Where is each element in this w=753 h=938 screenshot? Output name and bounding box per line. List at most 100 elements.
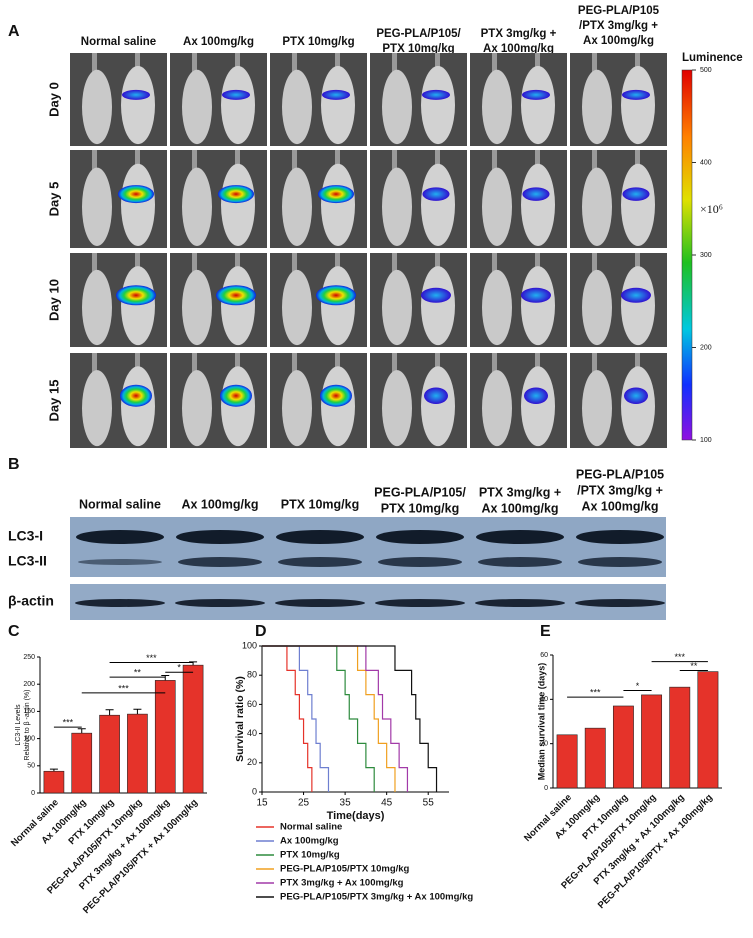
mouse bbox=[282, 167, 312, 247]
signal bbox=[524, 387, 548, 404]
mouse bbox=[521, 266, 555, 346]
x-tick-label: Normal saline bbox=[522, 792, 574, 844]
mouse bbox=[82, 370, 112, 447]
y-tick-label: 20 bbox=[247, 757, 257, 767]
holder bbox=[535, 53, 540, 78]
colorbar-tick-label: 300 bbox=[700, 252, 712, 259]
band bbox=[76, 530, 164, 544]
mouse bbox=[621, 266, 655, 346]
band bbox=[575, 599, 665, 607]
holder bbox=[635, 150, 640, 175]
signal bbox=[122, 89, 150, 100]
colorbar-tick-label: 100 bbox=[700, 437, 712, 444]
column-label: Normal saline bbox=[81, 36, 156, 48]
y-tick-label: 0 bbox=[31, 790, 35, 797]
band-label: LC3-II bbox=[8, 553, 47, 569]
mouse bbox=[382, 69, 412, 145]
error-bar bbox=[105, 709, 114, 716]
mouse bbox=[582, 167, 612, 247]
colorbar bbox=[681, 69, 693, 441]
survival-line bbox=[262, 645, 375, 792]
y-axis-label: Median survival time (days) bbox=[536, 663, 546, 781]
signal bbox=[521, 287, 551, 303]
signal bbox=[216, 285, 256, 306]
y-axis-label: Relative to β -actin (%) bbox=[24, 690, 31, 761]
y-tick-label: 60 bbox=[540, 652, 548, 659]
band bbox=[578, 557, 662, 567]
band bbox=[576, 530, 664, 544]
holder bbox=[392, 253, 397, 278]
panel-letter: A bbox=[8, 23, 20, 40]
column-label: Ax 100mg/kg bbox=[581, 499, 658, 513]
column-label: PEG-PLA/P105/ bbox=[374, 485, 466, 499]
mouse bbox=[621, 66, 655, 145]
mouse bbox=[482, 167, 512, 247]
holder bbox=[192, 150, 197, 175]
holder bbox=[535, 253, 540, 278]
holder bbox=[435, 53, 440, 78]
significance-label: * bbox=[177, 663, 181, 673]
blot bbox=[70, 584, 666, 620]
colorbar-label: Luminence bbox=[682, 52, 743, 64]
mouse bbox=[482, 370, 512, 447]
holder bbox=[392, 353, 397, 378]
holder bbox=[435, 353, 440, 378]
bar bbox=[43, 770, 65, 794]
signal bbox=[220, 384, 252, 407]
mouse bbox=[221, 163, 255, 247]
survival-line bbox=[262, 645, 438, 792]
band bbox=[478, 557, 562, 567]
mouse bbox=[521, 366, 555, 447]
holder bbox=[492, 253, 497, 278]
holder bbox=[592, 353, 597, 378]
signal bbox=[522, 187, 550, 201]
y-tick-label: 250 bbox=[23, 654, 35, 661]
band bbox=[276, 530, 364, 544]
signal bbox=[318, 185, 354, 204]
holder bbox=[335, 253, 340, 278]
holder bbox=[392, 53, 397, 78]
mouse bbox=[321, 163, 355, 247]
mouse bbox=[582, 370, 612, 447]
holder bbox=[92, 53, 97, 78]
holder bbox=[592, 150, 597, 175]
bar bbox=[584, 727, 606, 789]
holder bbox=[92, 353, 97, 378]
column-label: PTX 10mg/kg bbox=[382, 43, 454, 55]
survival-line bbox=[262, 645, 396, 792]
y-tick-label: 0 bbox=[544, 785, 548, 792]
signal bbox=[118, 185, 154, 204]
band bbox=[375, 599, 465, 607]
y-tick-label: 40 bbox=[247, 728, 257, 738]
signal bbox=[120, 384, 152, 407]
error-bar bbox=[49, 768, 58, 772]
signal bbox=[422, 89, 450, 100]
x-tick-label: Normal saline bbox=[9, 797, 61, 849]
holder bbox=[335, 150, 340, 175]
holder bbox=[335, 53, 340, 78]
holder bbox=[135, 353, 140, 378]
signal bbox=[322, 89, 350, 100]
column-label: /PTX 3mg/kg + bbox=[577, 483, 663, 497]
mouse bbox=[82, 69, 112, 145]
signal bbox=[116, 285, 156, 306]
mouse bbox=[182, 69, 212, 145]
signal bbox=[320, 384, 352, 407]
mouse bbox=[182, 370, 212, 447]
signal bbox=[622, 89, 650, 100]
x-tick-label: 35 bbox=[340, 798, 352, 809]
survival-line bbox=[262, 645, 313, 792]
column-label: PTX 10mg/kg bbox=[281, 497, 360, 511]
column-label: PTX 10mg/kg bbox=[282, 36, 354, 48]
mouse bbox=[82, 269, 112, 346]
legend-label: PTX 3mg/kg + Ax 100mg/kg bbox=[280, 878, 404, 889]
holder bbox=[235, 353, 240, 378]
bar bbox=[641, 694, 663, 789]
mouse bbox=[482, 69, 512, 145]
mouse bbox=[121, 163, 155, 247]
x-axis-label: Time(days) bbox=[327, 810, 385, 822]
panel-letter: C bbox=[8, 623, 20, 640]
holder bbox=[192, 53, 197, 78]
column-label: PTX 10mg/kg bbox=[381, 501, 460, 515]
holder bbox=[292, 53, 297, 78]
